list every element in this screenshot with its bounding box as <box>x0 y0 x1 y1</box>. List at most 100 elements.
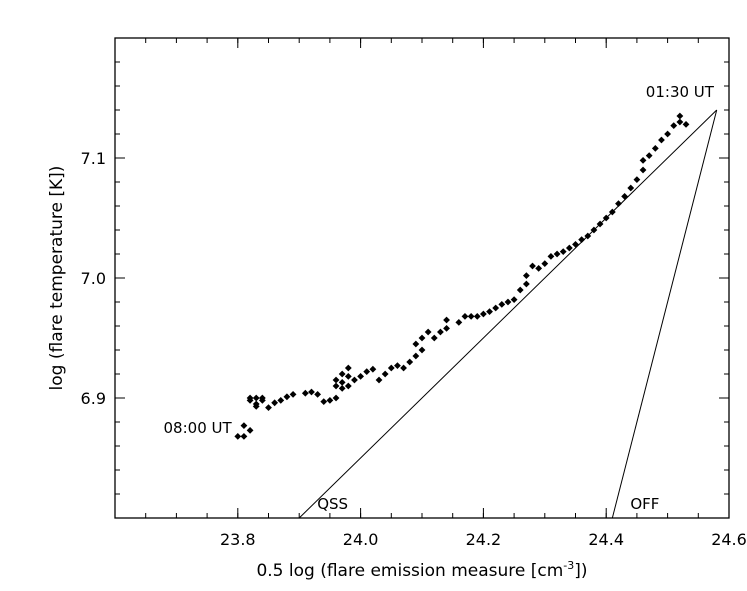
x-tick-label: 24.6 <box>711 530 747 549</box>
data-point <box>510 296 518 303</box>
data-point <box>406 358 414 366</box>
data-point <box>363 368 371 375</box>
y-axis-label: log (flare temperature [K]) <box>47 166 67 391</box>
data-point <box>522 280 530 288</box>
data-point <box>369 365 377 373</box>
y-tick-labels: 6.9 7.0 7.1 <box>81 149 106 408</box>
data-point <box>578 236 586 243</box>
data-point <box>400 364 407 372</box>
data-point <box>443 325 450 332</box>
data-point <box>424 328 432 336</box>
data-point <box>332 376 340 384</box>
data-point <box>246 394 254 402</box>
data-point <box>338 370 346 378</box>
line-labels: QSS OFF <box>317 495 659 513</box>
data-point <box>357 373 364 380</box>
data-point <box>437 328 444 336</box>
data-point <box>246 427 254 434</box>
data-point <box>308 388 315 396</box>
data-point <box>234 433 242 440</box>
data-point <box>240 422 248 429</box>
data-point <box>498 301 506 308</box>
data-point <box>418 346 426 354</box>
x-axis-label: 0.5 log (flare emission measure [cm-3]) <box>256 559 587 581</box>
data-point <box>344 364 352 372</box>
data-point <box>486 308 493 315</box>
data-point <box>277 397 285 404</box>
data-point <box>608 208 616 216</box>
data-point <box>529 262 536 270</box>
data-point <box>351 376 358 384</box>
qss-label: QSS <box>317 495 348 513</box>
data-point <box>553 250 561 258</box>
data-point <box>559 248 567 255</box>
data-point <box>473 313 481 320</box>
data-point <box>658 136 665 144</box>
data-point <box>535 265 543 272</box>
data-point <box>258 394 266 402</box>
data-point <box>314 391 322 398</box>
data-point <box>344 373 352 380</box>
x-tick-label: 23.8 <box>220 530 256 549</box>
data-point <box>332 394 340 402</box>
data-point <box>320 398 328 405</box>
qss-line <box>298 109 718 519</box>
data-point <box>651 145 659 152</box>
data-point <box>547 253 555 260</box>
data-point <box>418 334 426 342</box>
data-point <box>394 362 401 369</box>
data-point <box>621 193 629 200</box>
data-point <box>615 200 622 207</box>
data-point <box>430 334 438 342</box>
y-tick-label: 7.0 <box>81 269 106 288</box>
data-point <box>467 313 475 320</box>
major-ticks <box>115 38 730 518</box>
data-point <box>375 376 383 384</box>
data-point <box>676 112 684 120</box>
data-point <box>265 404 272 411</box>
data-point <box>627 184 635 192</box>
x-tick-label: 24.4 <box>588 530 624 549</box>
data-point <box>326 397 334 404</box>
data-point <box>455 319 463 326</box>
data-point <box>676 118 684 126</box>
data-point <box>682 121 690 128</box>
data-point <box>670 122 678 129</box>
data-point <box>332 382 340 390</box>
off-line <box>611 109 718 519</box>
data-point <box>381 370 389 378</box>
data-point <box>387 364 395 372</box>
data-point <box>584 232 592 240</box>
data-point <box>639 166 647 174</box>
data-point <box>338 385 346 392</box>
off-label: OFF <box>630 495 659 513</box>
data-point <box>522 272 530 279</box>
x-tick-label: 24.0 <box>343 530 379 549</box>
data-point <box>443 316 450 324</box>
data-point <box>516 286 524 294</box>
x-tick-labels: 23.8 24.0 24.2 24.4 24.6 <box>220 530 747 549</box>
data-point <box>412 352 420 360</box>
data-point <box>664 130 671 138</box>
minor-ticks <box>114 37 730 519</box>
data-point <box>240 433 248 440</box>
data-point <box>590 226 598 234</box>
data-point <box>283 393 291 401</box>
data-point <box>412 340 420 348</box>
data-point <box>344 382 352 390</box>
data-point <box>301 389 309 397</box>
data-point <box>541 260 549 267</box>
data-point <box>492 304 500 312</box>
y-tick-label: 6.9 <box>81 389 106 408</box>
data-point <box>596 220 604 228</box>
data-point <box>639 157 647 164</box>
data-point <box>461 313 469 320</box>
annotations: 01:30 UT 08:00 UT <box>164 83 715 437</box>
data-point <box>572 241 579 248</box>
data-point <box>271 399 279 407</box>
data-point <box>289 391 297 398</box>
data-point <box>252 400 260 408</box>
data-point <box>504 298 512 306</box>
x-tick-label: 24.2 <box>466 530 502 549</box>
